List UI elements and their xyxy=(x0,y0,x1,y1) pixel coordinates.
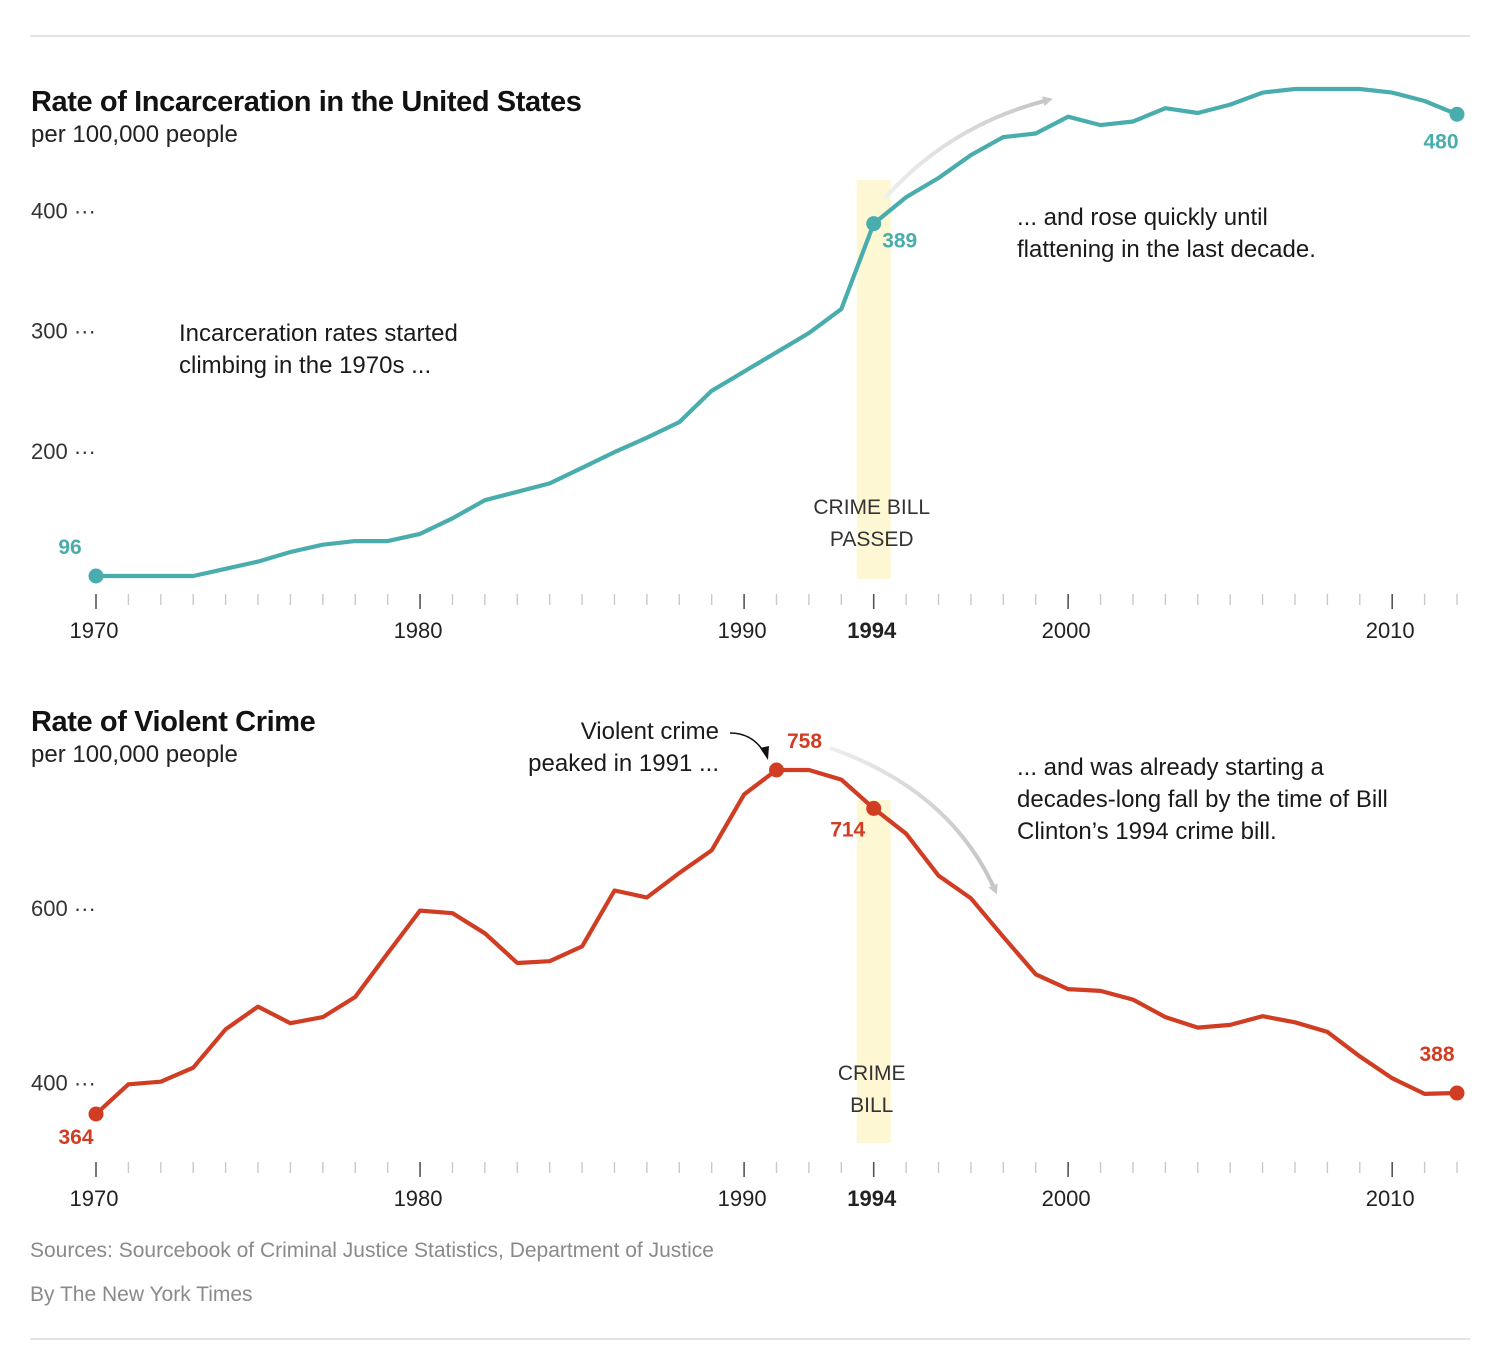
x-tick-label: 1980 xyxy=(394,618,443,643)
data-point-label: 388 xyxy=(1419,1043,1454,1066)
annotation-text: flattening in the last decade. xyxy=(1017,236,1316,263)
crime-bill-label: BILL xyxy=(850,1094,893,1117)
data-point-label: 389 xyxy=(882,230,917,253)
annotation-text: climbing in the 1970s ... xyxy=(179,352,431,379)
data-point-marker xyxy=(866,216,882,232)
annotation-text: Clinton’s 1994 crime bill. xyxy=(1017,818,1277,845)
x-tick-label: 2000 xyxy=(1042,618,1091,643)
crime-bill-label: CRIME xyxy=(838,1062,906,1085)
data-point-label: 480 xyxy=(1423,130,1458,153)
annotation-text: peaked in 1991 ... xyxy=(528,750,719,777)
annotation-text: ... and rose quickly until xyxy=(1017,204,1268,231)
incarceration-chart: CRIME BILL PASSED 200 ··· 300 ··· 400 ··· 197… xyxy=(31,86,1465,643)
y-tick-label: 600 ··· xyxy=(31,896,96,921)
chart1-title: Rate of Incarceration in the United Stat… xyxy=(31,86,582,118)
byline: By The New York Times xyxy=(30,1283,253,1306)
data-point-label: 714 xyxy=(830,818,865,841)
data-point-label: 758 xyxy=(787,730,822,753)
crime-bill-band xyxy=(856,800,891,1143)
data-point-marker xyxy=(1449,1085,1465,1101)
violent-crime-chart: CRIME BILL 400 ··· 600 ··· 1970 1980 1990 1994 2… xyxy=(31,718,1465,1211)
crime-bill-label: PASSED xyxy=(830,528,914,551)
sources-note: Sources: Sourcebook of Criminal Justice … xyxy=(30,1239,714,1262)
data-point-label: 96 xyxy=(58,536,81,559)
bottom-rule xyxy=(30,1338,1470,1340)
x-tick-label: 1994 xyxy=(847,618,897,643)
peak-pointer-head xyxy=(760,746,769,760)
chart2-subtitle: per 100,000 people xyxy=(31,741,238,768)
data-point-marker xyxy=(88,1106,104,1122)
top-rule xyxy=(30,35,1470,37)
annotation-text: decades-long fall by the time of Bill xyxy=(1017,786,1388,813)
data-point-marker xyxy=(1449,106,1465,122)
series-line xyxy=(93,86,1460,579)
x-tick-label: 1970 xyxy=(70,618,119,643)
y-tick-label: 400 ··· xyxy=(31,1071,96,1096)
x-tick-label: 2010 xyxy=(1366,618,1415,643)
data-point-label: 364 xyxy=(58,1126,93,1149)
x-tick-label: 1990 xyxy=(718,1186,767,1211)
y-tick-label: 300 ··· xyxy=(31,319,96,344)
trend-arrow xyxy=(829,746,998,895)
peak-pointer-line xyxy=(729,732,765,753)
x-tick-label: 1994 xyxy=(847,1186,897,1211)
chart1-subtitle: per 100,000 people xyxy=(31,121,238,148)
annotation-text: ... and was already starting a xyxy=(1017,754,1324,781)
data-point-marker xyxy=(866,800,882,816)
trend-arrow xyxy=(883,96,1053,200)
data-point-marker xyxy=(88,568,104,584)
crime-bill-band xyxy=(856,180,891,579)
y-tick-label: 400 ··· xyxy=(31,198,96,223)
crime-bill-label: CRIME BILL xyxy=(813,496,930,519)
x-tick-label: 1980 xyxy=(394,1186,443,1211)
x-tick-label: 2010 xyxy=(1366,1186,1415,1211)
x-tick-label: 1970 xyxy=(70,1186,119,1211)
y-tick-label: 200 ··· xyxy=(31,439,96,464)
x-tick-label: 2000 xyxy=(1042,1186,1091,1211)
data-point-marker xyxy=(769,762,784,778)
chart2-title: Rate of Violent Crime xyxy=(31,706,316,738)
annotation-text: Violent crime xyxy=(581,718,719,745)
x-tick-label: 1990 xyxy=(718,618,767,643)
annotation-text: Incarceration rates started xyxy=(179,320,458,347)
